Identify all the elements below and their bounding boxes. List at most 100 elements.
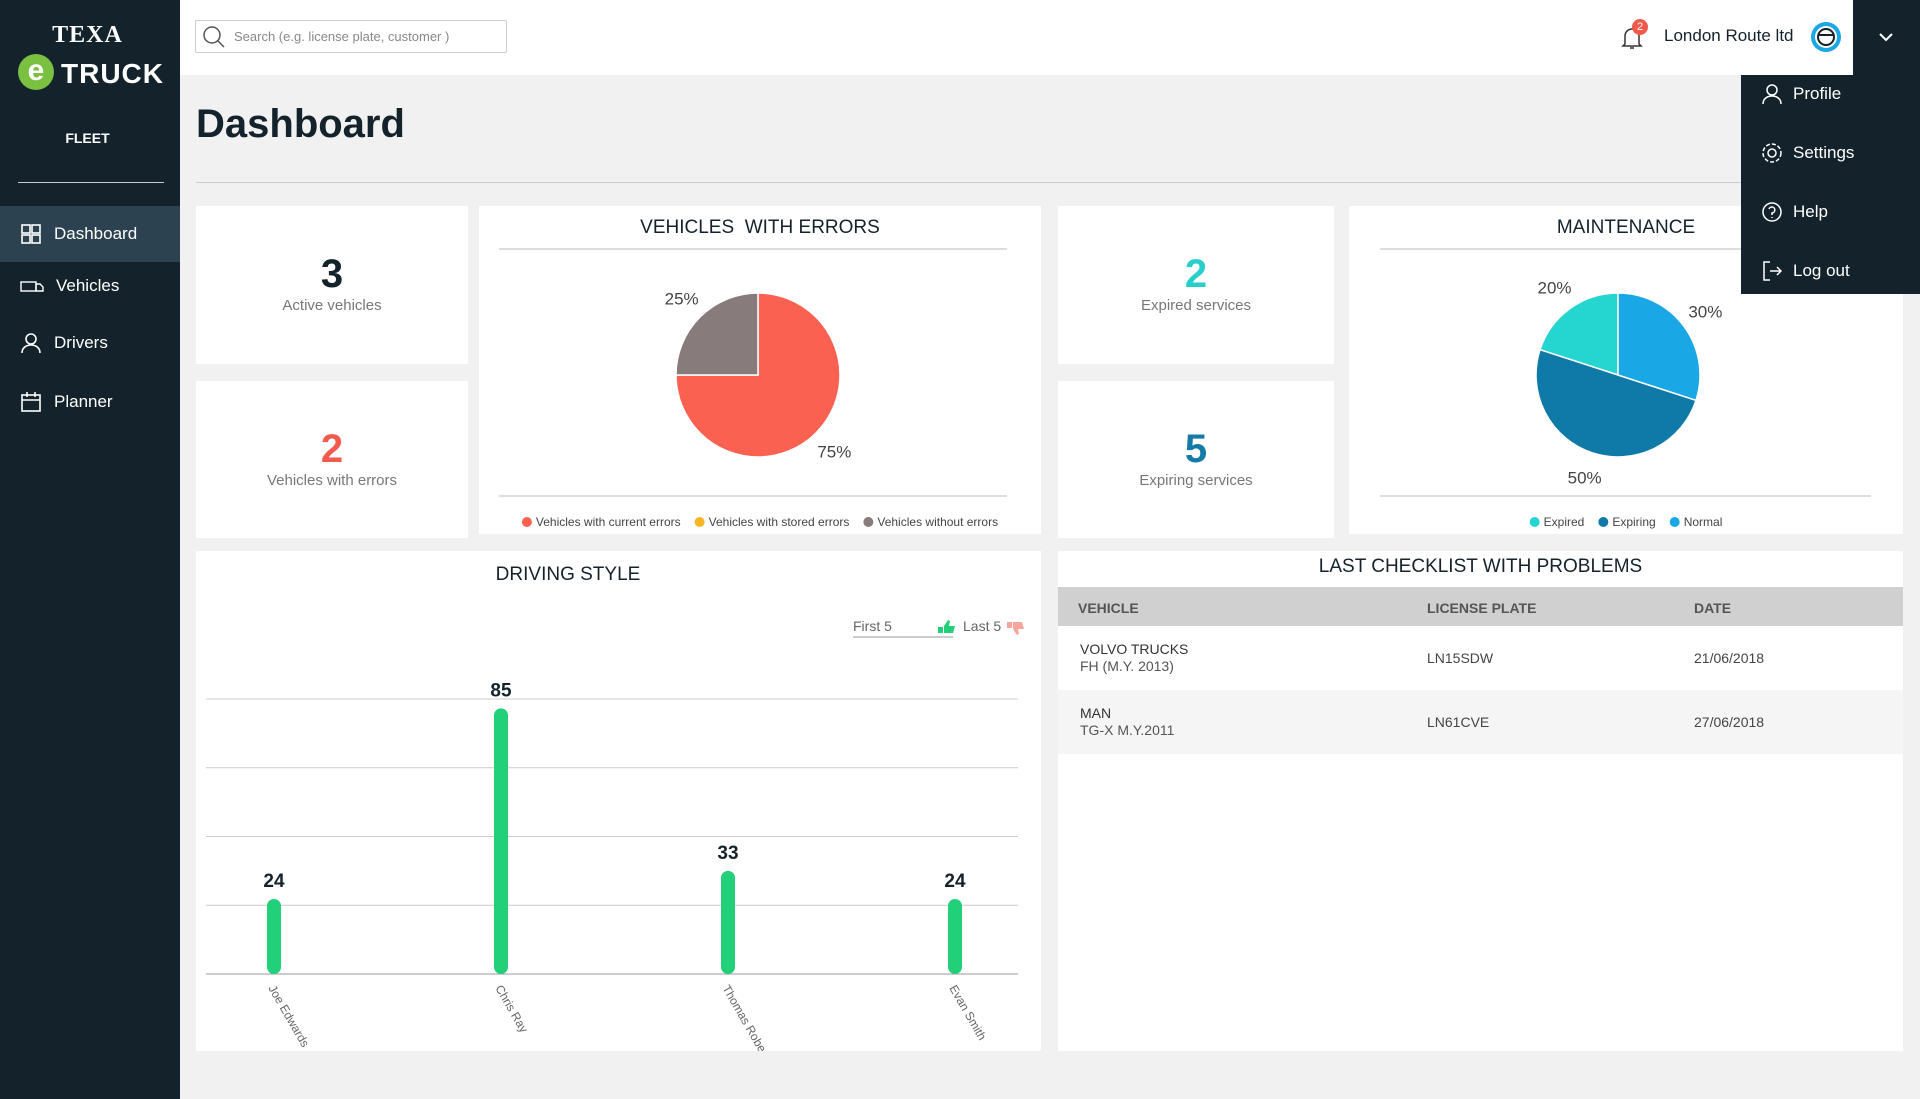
nav-item[interactable]: Dashboard — [0, 206, 180, 262]
bar — [494, 708, 508, 974]
column-header: LICENSE PLATE — [1427, 600, 1537, 616]
stat-card: 3 Active vehicles — [196, 206, 468, 364]
legend-label: Vehicles with current errors — [536, 515, 681, 529]
sidebar: TEXA e TRUCK FLEET Dashboard Vehicles Dr… — [0, 0, 180, 1099]
slice-label: 25% — [665, 290, 699, 309]
table-header — [1058, 587, 1903, 626]
icon — [1762, 83, 1782, 104]
legend-swatch — [1598, 517, 1609, 527]
thumb-down — [1007, 622, 1024, 635]
stat-card: 5 Expiring services — [1058, 381, 1334, 538]
stat-label: Vehicles with errors — [266, 472, 398, 489]
avatar[interactable] — [1810, 21, 1842, 53]
account-menu — [1741, 75, 1920, 294]
errors-chart: VEHICLES WITH ERRORS 75% 25% Vehicles with … — [479, 206, 1041, 534]
menu-label: Log out — [1793, 260, 1850, 280]
x-tick-label: Evan Smith — [946, 983, 989, 1043]
stat-value: 5 — [1184, 427, 1208, 471]
icon — [21, 224, 41, 244]
icon — [1763, 260, 1783, 281]
icon — [21, 392, 41, 412]
pie-slice — [675, 292, 759, 376]
stat-value: 3 — [320, 252, 344, 296]
bar — [721, 870, 735, 974]
bar-value: 33 — [717, 843, 738, 864]
section-label: FLEET — [65, 130, 110, 146]
thumb-up — [938, 620, 955, 633]
legend-label: Normal — [1684, 515, 1723, 529]
legend-label: First 5 — [853, 618, 892, 634]
divider — [18, 182, 164, 183]
table-row-bg — [1058, 690, 1903, 754]
legend-label: Vehicles with stored errors — [709, 515, 850, 529]
legend-swatch — [1529, 517, 1540, 527]
nav-item[interactable]: Vehicles — [0, 258, 180, 314]
legend-label: Last 5 — [963, 618, 1001, 634]
chevron — [1879, 33, 1893, 42]
menu-toggle[interactable] — [1853, 0, 1920, 75]
page-title: Dashboard — [196, 102, 405, 146]
legend-swatch — [863, 517, 874, 527]
slice-label: 20% — [1538, 279, 1572, 298]
stat-label: Expiring services — [1139, 472, 1253, 489]
column-header: DATE — [1694, 600, 1732, 616]
vehicle-name: FH (M.Y. 2013) — [1080, 658, 1174, 674]
x-tick-label: Thomas Roberts — [719, 983, 775, 1052]
icon — [1762, 142, 1782, 163]
bar-value: 24 — [263, 871, 285, 892]
search-placeholder: Search (e.g. license plate, customer ) — [234, 29, 450, 44]
menu-item[interactable]: Log out — [1741, 241, 1920, 300]
divider — [196, 182, 1903, 183]
legend: Expired Expiring Normal — [1529, 515, 1723, 529]
stat-card: 2 Vehicles with errors — [196, 381, 468, 538]
top-bar: Search (e.g. license plate, customer ) 2… — [180, 0, 1920, 75]
table-cell: LN61CVE — [1427, 714, 1490, 730]
table-cell: 21/06/2018 — [1694, 650, 1765, 666]
panel-title: DRIVING STYLE — [496, 564, 641, 585]
brand-top: TEXA — [52, 22, 123, 48]
stat-value: 2 — [1184, 252, 1208, 296]
table-cell: LN15SDW — [1427, 650, 1494, 666]
panel-title: MAINTENANCE — [1557, 217, 1695, 238]
vehicle-name: TG-X M.Y.2011 — [1080, 722, 1175, 738]
brand-name: TRUCK — [61, 58, 164, 89]
vehicle-name: MAN — [1080, 705, 1112, 721]
icon — [1762, 201, 1782, 222]
menu-item[interactable]: Help — [1741, 182, 1920, 241]
bar-value: 85 — [490, 680, 512, 701]
pie-slice — [1617, 292, 1701, 402]
x-tick-label: Joe Edwards — [265, 983, 312, 1050]
nav-item[interactable]: Drivers — [0, 315, 180, 371]
vehicle-name: VOLVO TRUCKS — [1080, 641, 1189, 657]
pie-slice — [675, 292, 841, 458]
menu-label: Settings — [1793, 142, 1855, 162]
legend-label: Vehicles without errors — [877, 515, 998, 529]
table-cell: 27/06/2018 — [1694, 714, 1765, 730]
nav-item[interactable]: Planner — [0, 374, 180, 430]
menu-label: Help — [1793, 201, 1828, 221]
legend-label: Expired — [1544, 515, 1585, 529]
icon — [21, 333, 41, 354]
menu-item[interactable]: Settings — [1741, 123, 1920, 182]
legend: Vehicles with current errors Vehicles wit… — [521, 515, 998, 529]
bar-value: 24 — [944, 871, 966, 892]
stat-card: 2 Expired services — [1058, 206, 1334, 364]
brand-logo: e — [18, 54, 54, 90]
nav-label: Planner — [54, 392, 113, 411]
pie-slice — [1535, 348, 1697, 458]
menu-item[interactable]: Profile — [1741, 64, 1920, 123]
stat-label: Active vehicles — [282, 297, 382, 314]
search-box[interactable]: Search (e.g. license plate, customer ) — [195, 20, 507, 53]
stat-label: Expired services — [1140, 297, 1252, 314]
search-icon — [203, 25, 225, 48]
bar — [267, 899, 281, 974]
legend-swatch — [521, 517, 532, 527]
panel-title: VEHICLES WITH ERRORS — [640, 217, 880, 238]
panel-title: LAST CHECKLIST WITH PROBLEMS — [1318, 556, 1643, 577]
account-name[interactable]: London Route ltd — [1664, 26, 1794, 45]
x-tick-label: Chris Ray — [492, 983, 530, 1036]
slice-label: 75% — [817, 442, 851, 461]
stat-value: 2 — [320, 427, 344, 471]
column-header: VEHICLE — [1078, 600, 1139, 616]
